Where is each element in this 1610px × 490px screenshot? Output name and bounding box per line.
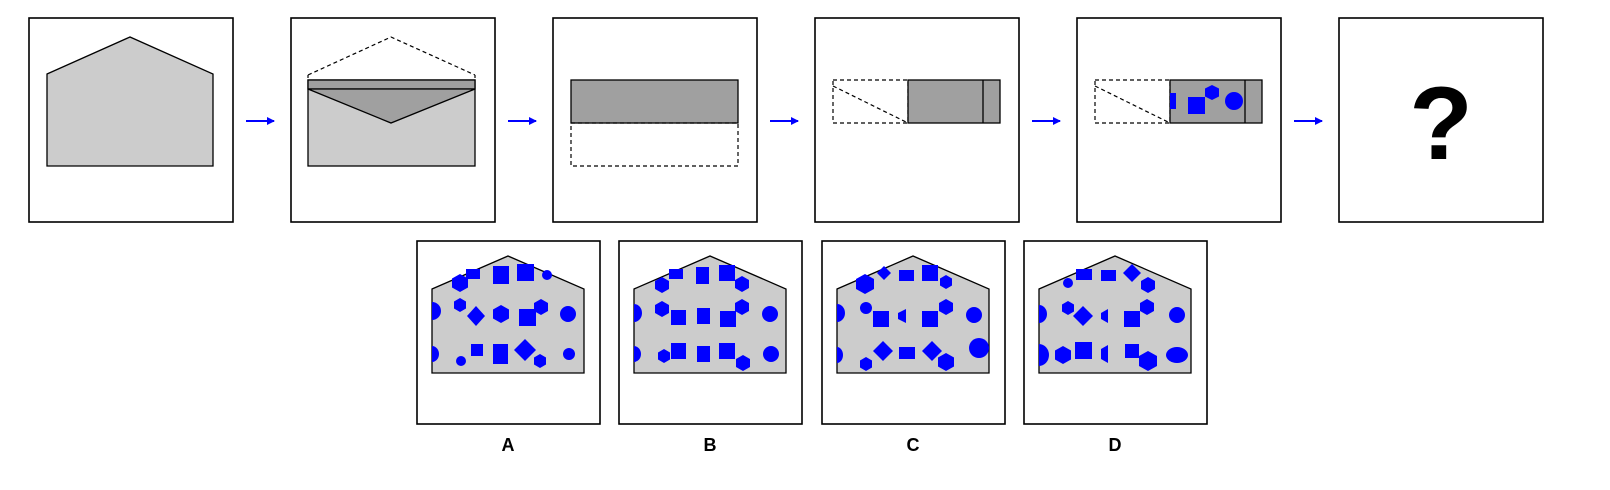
option-b-holes bbox=[634, 265, 779, 371]
step-1-panel bbox=[28, 17, 234, 223]
option-a-holes bbox=[432, 264, 576, 368]
closed-envelope-shape bbox=[46, 36, 214, 167]
question-mark: ? bbox=[1409, 66, 1473, 182]
folded-right-block bbox=[907, 79, 1001, 124]
option-c-holes bbox=[837, 265, 989, 371]
folded-top-half bbox=[570, 79, 739, 124]
option-a-label: A bbox=[502, 435, 515, 455]
square-hole-shape bbox=[1188, 97, 1205, 114]
step-6-frame bbox=[1338, 17, 1544, 223]
circle-hole-shape bbox=[1225, 92, 1243, 110]
option-b-label: B bbox=[704, 435, 717, 455]
option-c-label: C bbox=[907, 435, 920, 455]
option-d-label: D bbox=[1109, 435, 1122, 455]
punched-left-outline bbox=[1094, 79, 1171, 124]
envelope-inner-flap bbox=[307, 88, 476, 124]
option-a[interactable]: A bbox=[416, 240, 601, 455]
option-c[interactable]: C bbox=[821, 240, 1006, 455]
step-4-panel bbox=[814, 17, 1020, 223]
step-2-panel bbox=[290, 17, 496, 223]
option-d-holes bbox=[1039, 264, 1188, 371]
option-b[interactable]: B bbox=[618, 240, 803, 455]
option-d[interactable]: D bbox=[1023, 240, 1208, 455]
half-hole-shape bbox=[1170, 93, 1176, 109]
hexagon-hole-shape bbox=[1205, 85, 1219, 100]
step-5-panel bbox=[1076, 17, 1282, 223]
punched-right-block bbox=[1169, 79, 1263, 124]
step-6-panel: ? bbox=[1338, 17, 1544, 223]
opened-flap-outline bbox=[307, 36, 476, 76]
step-3-panel bbox=[552, 17, 758, 223]
folded-left-outline bbox=[832, 79, 909, 124]
